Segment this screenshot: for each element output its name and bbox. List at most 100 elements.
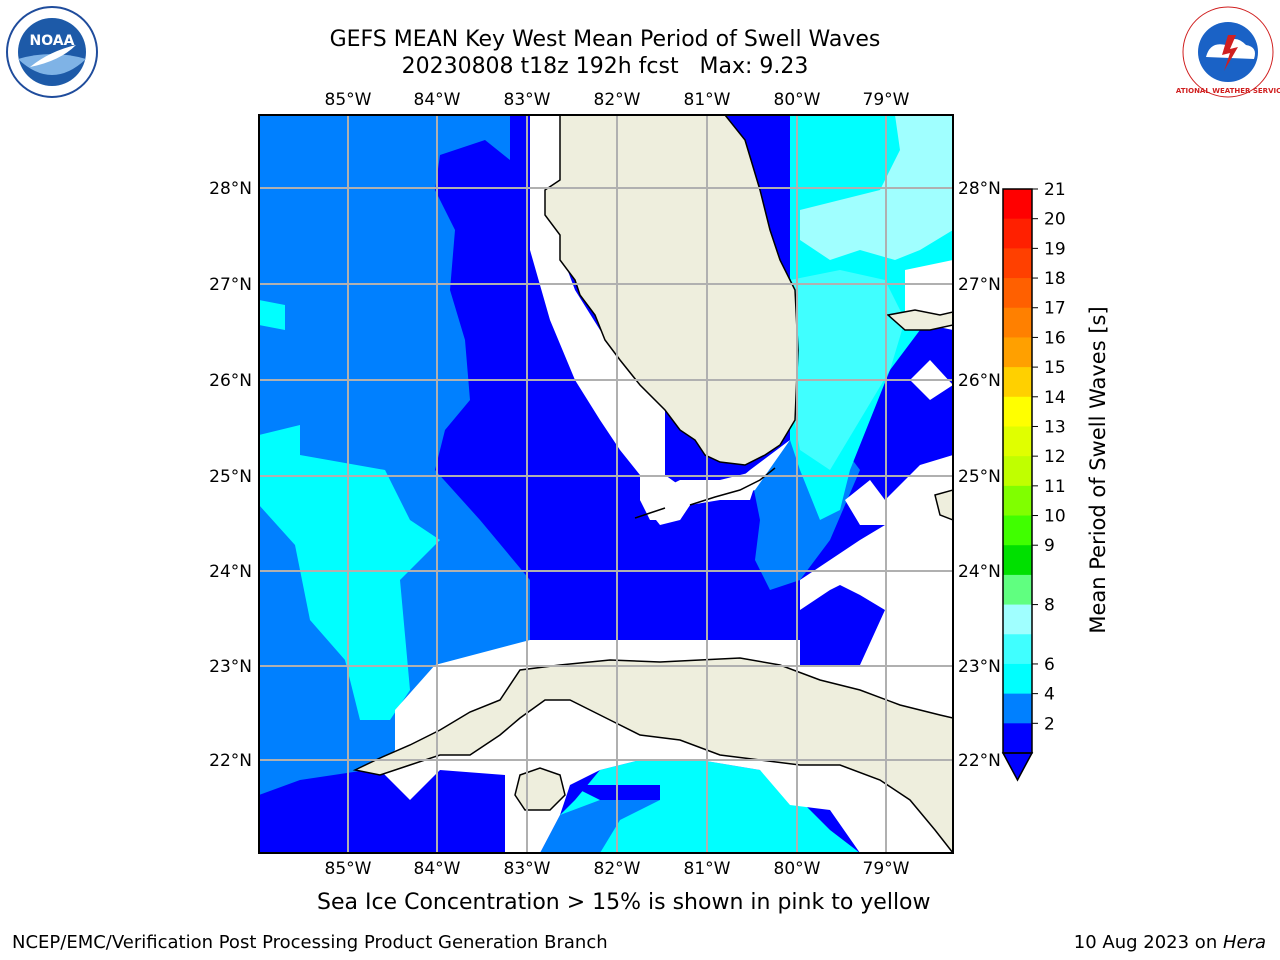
colorbar-tick-label: 2	[1044, 714, 1055, 734]
colorbar-frame	[1002, 188, 1033, 754]
colorbar-tick-label: 13	[1044, 417, 1066, 437]
colorbar-segment	[1003, 426, 1032, 457]
lon-label-top: 80°W	[774, 90, 821, 110]
colorbar-segment	[1003, 456, 1032, 487]
colorbar-tick-label: 10	[1044, 507, 1066, 527]
lon-labels-top: 85°W 84°W 83°W 82°W 81°W 80°W 79°W	[325, 90, 910, 110]
lat-label-left: 27°N	[209, 275, 252, 295]
lat-label-right: 24°N	[958, 562, 1001, 582]
colorbar-tick-label: 16	[1044, 328, 1066, 348]
lon-label-top: 81°W	[684, 90, 731, 110]
chart-title: GEFS MEAN Key West Mean Period of Swell …	[329, 27, 881, 52]
lat-label-right: 23°N	[958, 657, 1001, 677]
lat-label-left: 26°N	[209, 371, 252, 391]
colorbar-tick-label: 17	[1044, 299, 1066, 319]
lon-label-top: 85°W	[325, 90, 372, 110]
nws-logo-text: NATIONAL WEATHER SERVICE	[1176, 87, 1280, 95]
lon-label-bottom: 81°W	[684, 859, 731, 879]
ocean-field-6-7-west	[259, 425, 440, 720]
footer-date-text: 10 Aug 2023 on	[1073, 932, 1223, 953]
lat-label-right: 25°N	[958, 467, 1001, 487]
footer-credit: NCEP/EMC/Verification Post Processing Pr…	[12, 932, 608, 953]
map-area	[259, 115, 953, 853]
lat-label-left: 22°N	[209, 751, 252, 771]
colorbar-segment	[1003, 189, 1032, 220]
lon-labels-bottom: 85°W 84°W 83°W 82°W 81°W 80°W 79°W	[325, 859, 910, 879]
ocean-field-6-7-south	[560, 760, 860, 853]
colorbar-tick-label: 6	[1044, 655, 1055, 675]
no-data-area-keys	[640, 470, 760, 520]
lon-label-bottom: 84°W	[414, 859, 461, 879]
colorbar-tick-label: 9	[1044, 536, 1055, 556]
colorbar-segment	[1003, 396, 1032, 427]
lat-label-left: 28°N	[209, 179, 252, 199]
colorbar-tick-label: 8	[1044, 596, 1055, 616]
colorbar-segment	[1003, 663, 1032, 695]
lon-label-bottom: 80°W	[774, 859, 821, 879]
colorbar-segment	[1003, 574, 1032, 606]
graticule	[259, 115, 953, 853]
colorbar-segment	[1003, 604, 1032, 635]
lon-label-bottom: 83°W	[504, 859, 551, 879]
lon-label-top: 79°W	[863, 90, 910, 110]
ocean-field-2-4-south	[570, 785, 660, 800]
lat-label-right: 22°N	[958, 751, 1001, 771]
lon-label-top: 84°W	[414, 90, 461, 110]
colorbar-segment	[1003, 337, 1032, 368]
lon-label-bottom: 82°W	[594, 859, 641, 879]
lat-label-right: 27°N	[958, 275, 1001, 295]
colorbar-segment	[1003, 723, 1032, 754]
nws-logo: NATIONAL WEATHER SERVICE	[1176, 6, 1280, 98]
andros-island	[934, 489, 953, 521]
bahamas-island	[886, 309, 953, 331]
ocean-field-6-7-west-notch	[259, 300, 285, 330]
lon-label-bottom: 85°W	[325, 859, 372, 879]
colorbar-segment	[1003, 218, 1032, 249]
colorbar-tick-label: 21	[1044, 180, 1066, 200]
colorbar-segment	[1003, 545, 1032, 576]
colorbar-segment	[1003, 307, 1032, 338]
footer-date: 10 Aug 2023 on Hera	[1074, 932, 1266, 953]
ocean-field-8-9-east	[800, 115, 953, 260]
colorbar-tick-label: 4	[1044, 685, 1055, 705]
chart-subtitle: 20230808 t18z 192h fcst Max: 9.23	[401, 54, 809, 79]
colorbar-segment	[1003, 693, 1032, 724]
no-data-area-florida-west	[530, 115, 790, 525]
lat-label-right: 28°N	[958, 179, 1001, 199]
colorbar-extension	[1001, 752, 1034, 782]
colorbar-segment	[1003, 248, 1032, 279]
lat-label-left: 25°N	[209, 467, 252, 487]
lat-label-right: 26°N	[958, 371, 1001, 391]
ocean-field-7-8-east	[790, 270, 905, 470]
lon-label-top: 83°W	[504, 90, 551, 110]
noaa-logo-text: NOAA	[30, 33, 75, 49]
lat-labels-right: 28°N 27°N 26°N 25°N 24°N 23°N 22°N	[958, 179, 1001, 771]
lon-label-bottom: 79°W	[863, 859, 910, 879]
footer-host: Hera	[1222, 932, 1266, 953]
florida-land	[544, 115, 799, 466]
colorbar-segment	[1003, 367, 1032, 398]
ocean-field-4-6-south	[540, 790, 660, 853]
no-data-area-bahamas-south	[845, 480, 885, 525]
colorbar-tick-label: 14	[1044, 388, 1066, 408]
colorbar-tick-label: 18	[1044, 269, 1066, 289]
lon-label-top: 82°W	[594, 90, 641, 110]
colorbar: 21 20 19 18 17 16 15 14 13 12 11 10 9 8 6 4 2	[1001, 180, 1066, 782]
lat-labels-left: 28°N 27°N 26°N 25°N 24°N 23°N 22°N	[209, 179, 252, 771]
colorbar-tick-label: 11	[1044, 477, 1066, 497]
map-frame	[258, 114, 954, 854]
colorbar-tick-label: 20	[1044, 210, 1066, 230]
sea-ice-caption: Sea Ice Concentration > 15% is shown in …	[317, 890, 931, 915]
colorbar-label: Mean Period of Swell Waves [s]	[1086, 306, 1110, 633]
colorbar-segment	[1003, 634, 1032, 665]
colorbar-tick-label: 19	[1044, 239, 1066, 259]
colorbar-tick-label: 12	[1044, 447, 1066, 467]
colorbar-segment	[1003, 485, 1032, 517]
lat-label-left: 23°N	[209, 657, 252, 677]
noaa-logo: NOAA	[6, 6, 98, 98]
colorbar-tick-label: 15	[1044, 358, 1066, 378]
colorbar-segment	[1003, 278, 1032, 309]
colorbar-segment	[1003, 515, 1032, 546]
lat-label-left: 24°N	[209, 562, 252, 582]
